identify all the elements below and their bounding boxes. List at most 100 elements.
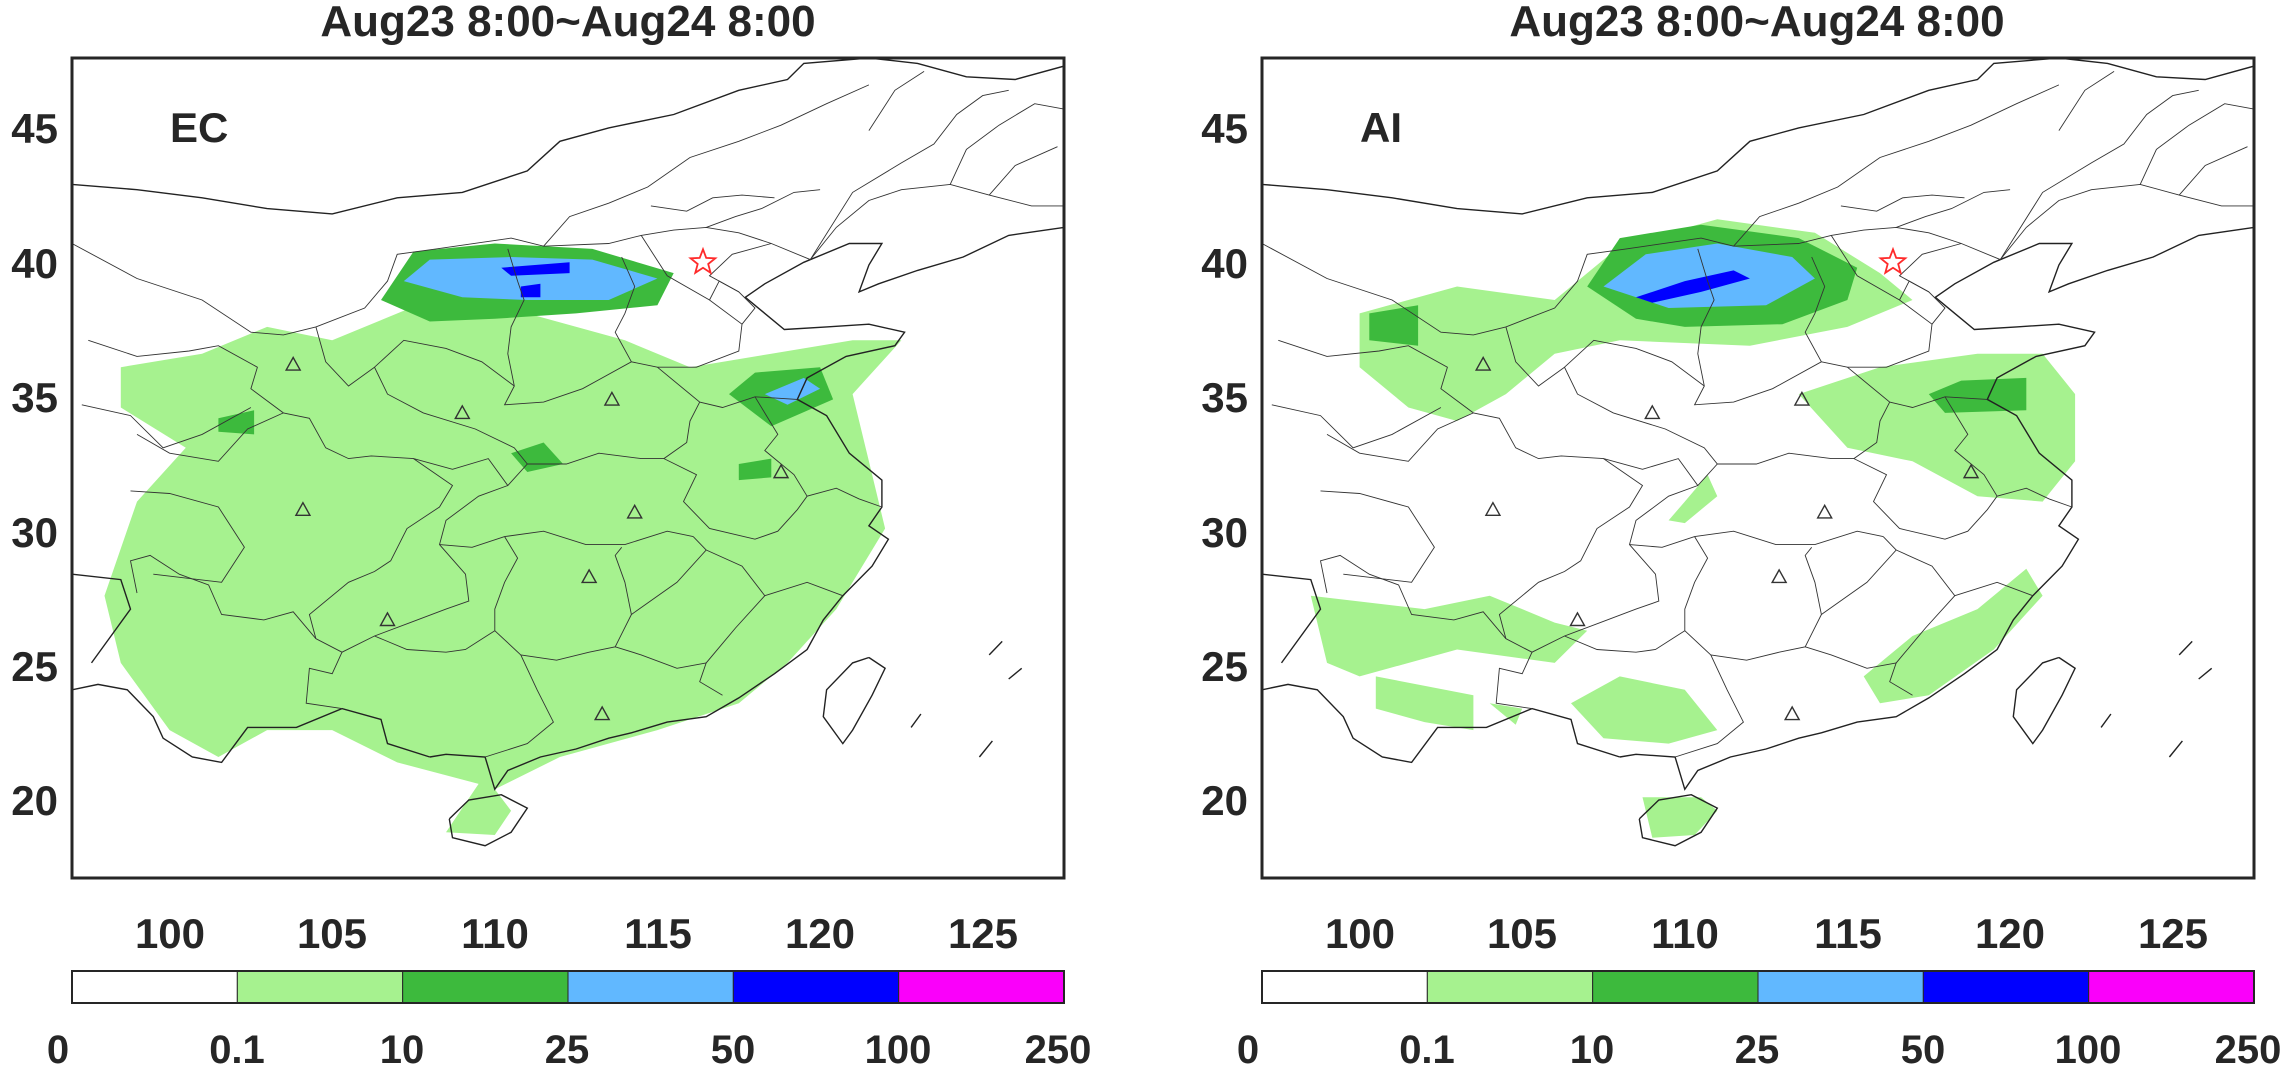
map-ec-frame (70, 56, 1066, 880)
province-boundary (1999, 89, 2199, 260)
national-border (2168, 740, 2183, 758)
triangle-marker (772, 463, 790, 479)
triangle-marker (593, 705, 611, 721)
province-boundary (631, 536, 707, 615)
panel-ec-label: EC (170, 104, 228, 151)
national-border (2058, 58, 2254, 81)
province-boundary (615, 646, 707, 669)
province-boundary (2139, 103, 2254, 185)
province-boundary (1693, 248, 1826, 406)
province-boundary (1805, 646, 1897, 669)
x-tick-label: 125 (948, 910, 1018, 957)
province-boundary (657, 366, 798, 408)
national-border (1619, 226, 2254, 791)
precipitation-ec (104, 243, 902, 835)
province-boundary (631, 235, 743, 368)
colorbar-tick-label: 25 (545, 1028, 590, 1065)
boundaries-ec (72, 58, 1064, 847)
colorbar-tick-label: 10 (1570, 1028, 1615, 1065)
national-border (1262, 58, 2059, 215)
national-border (72, 573, 132, 664)
province-boundary (699, 549, 766, 696)
rain-area-10-25 (511, 442, 564, 472)
province-boundary (809, 183, 1064, 260)
national-border (2012, 656, 2076, 745)
rain-area-50-100 (1636, 270, 1750, 303)
colorbar-tick-label: 0.1 (209, 1028, 265, 1065)
province-boundary (1821, 536, 1897, 615)
rain-area-10-25 (1369, 305, 1419, 346)
colorbar-tick-label: 250 (1025, 1028, 1092, 1065)
colorbar-tick-label: 100 (865, 1028, 932, 1065)
colorbar-box (732, 970, 900, 1004)
province-boundary (503, 248, 636, 406)
province-boundary (1847, 366, 1988, 408)
province-boundary (706, 189, 821, 228)
x-tick-label: 125 (2138, 910, 2208, 957)
y-tick-label: 40 (1201, 240, 1248, 287)
province-boundary (868, 71, 925, 131)
x-axis-ec: 100 105 110 115 120 125 (135, 910, 1018, 957)
province-boundary (754, 396, 808, 497)
triangle-marker (1816, 503, 1833, 519)
star-marker (688, 246, 718, 275)
triangle-marker (1783, 705, 1801, 721)
colorbar-tick-label: 0.1 (1399, 1028, 1455, 1065)
colorbar-box (1426, 970, 1594, 1004)
national-border (1262, 573, 1322, 664)
y-tick-label: 30 (1201, 509, 1248, 556)
province-boundary (1889, 549, 1956, 696)
y-tick-label: 40 (11, 240, 58, 287)
colorbar-ai-frame (1261, 970, 2255, 1004)
y-axis-ai: 45 40 35 30 25 20 (1201, 105, 1248, 824)
triangle-marker (379, 611, 396, 627)
markers-ai (1474, 246, 1980, 721)
map-ai-frame (1260, 56, 2256, 880)
colorbar-tick-label: 0 (1237, 1028, 1259, 1065)
triangle-marker (1644, 404, 1661, 420)
province-boundary (129, 554, 317, 639)
province-boundary (2178, 146, 2248, 196)
rain-area-0_1-10 (1489, 703, 1523, 725)
star-marker (1878, 246, 1908, 275)
rain-area-50-100 (501, 262, 570, 276)
rain-area-0_1-10 (1668, 474, 1718, 524)
x-tick-label: 110 (1651, 910, 1719, 957)
province-boundary (305, 652, 343, 710)
panel-ec-title: Aug23 8:00~Aug24 8:00 (320, 0, 815, 46)
province-boundary (315, 326, 375, 387)
province-boundary (949, 103, 1064, 185)
y-tick-label: 45 (11, 105, 58, 152)
rain-area-0_1-10 (1375, 676, 1474, 731)
province-boundary (650, 194, 775, 212)
triangle-marker (1793, 391, 1811, 406)
province-boundary (663, 401, 883, 540)
colorbar-box (1592, 970, 1759, 1004)
colorbar-box (1261, 970, 1428, 1004)
rain-area-0_1-10 (1863, 568, 2043, 704)
national-border (978, 740, 993, 758)
y-tick-label: 25 (11, 643, 58, 690)
triangle-marker (1569, 611, 1586, 627)
rain-area-10-25 (738, 458, 772, 481)
y-tick-label: 30 (11, 509, 58, 556)
national-border (2100, 713, 2112, 728)
x-axis-ai: 100 105 110 115 120 125 (1325, 910, 2208, 957)
y-tick-label: 45 (1201, 105, 1248, 152)
province-boundary (709, 280, 740, 301)
national-border (988, 640, 1003, 656)
colorbar-tick-label: 10 (380, 1028, 425, 1065)
province-boundary (494, 536, 632, 661)
national-border (448, 793, 529, 847)
province-boundary (1899, 280, 1930, 301)
triangle-marker (1474, 356, 1492, 371)
triangle-marker (1962, 463, 1980, 479)
national-border (2198, 667, 2213, 680)
rain-area-10-25 (1928, 377, 2027, 413)
colorbar-tick-label: 100 (2055, 1028, 2122, 1065)
province-boundary (130, 490, 245, 583)
y-tick-label: 35 (1201, 374, 1248, 421)
national-border (910, 713, 922, 728)
rain-area-10-25 (218, 410, 255, 435)
